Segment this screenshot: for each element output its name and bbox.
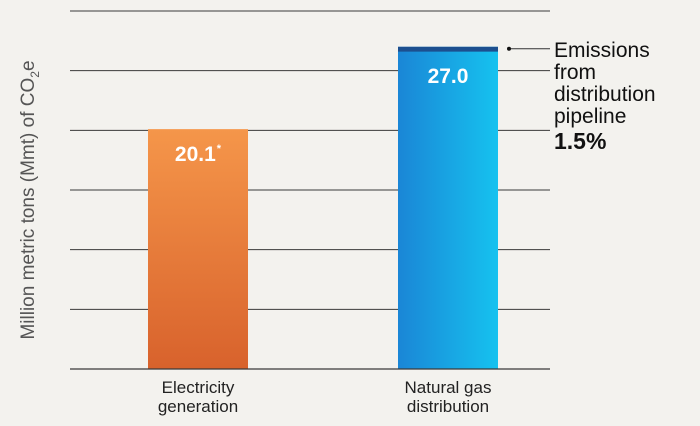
data-label-natural-gas: 27.0 bbox=[427, 64, 469, 88]
y-axis-label: Million metric tons (Mmt) of CO2e bbox=[18, 60, 42, 340]
bars bbox=[148, 46, 498, 370]
x-tick-label-line: Electricity bbox=[161, 378, 235, 397]
annotation-line: Emissions bbox=[554, 39, 650, 62]
x-tick-label-natural-gas: Natural gas distribution bbox=[368, 378, 528, 416]
annotation-percentage: 1.5% bbox=[554, 128, 607, 154]
bar-electricity bbox=[148, 129, 248, 369]
data-label-electricity: 20.1* bbox=[174, 143, 222, 167]
bar-segment-pipeline bbox=[398, 46, 498, 52]
annotation-line: from bbox=[554, 61, 596, 84]
callout-leader-dot bbox=[507, 46, 511, 51]
x-tick-label-electricity: Electricity generation bbox=[118, 378, 278, 416]
annotation-line: pipeline bbox=[554, 105, 627, 128]
pipeline-annotation: Emissions from distribution pipeline 1.5… bbox=[554, 39, 694, 154]
x-tick-label-line: generation bbox=[157, 397, 239, 416]
bar-natural-gas bbox=[398, 46, 498, 370]
annotation-line: distribution bbox=[554, 83, 656, 106]
x-tick-label-line: Natural gas bbox=[404, 378, 492, 397]
x-tick-label-line: distribution bbox=[406, 397, 490, 416]
